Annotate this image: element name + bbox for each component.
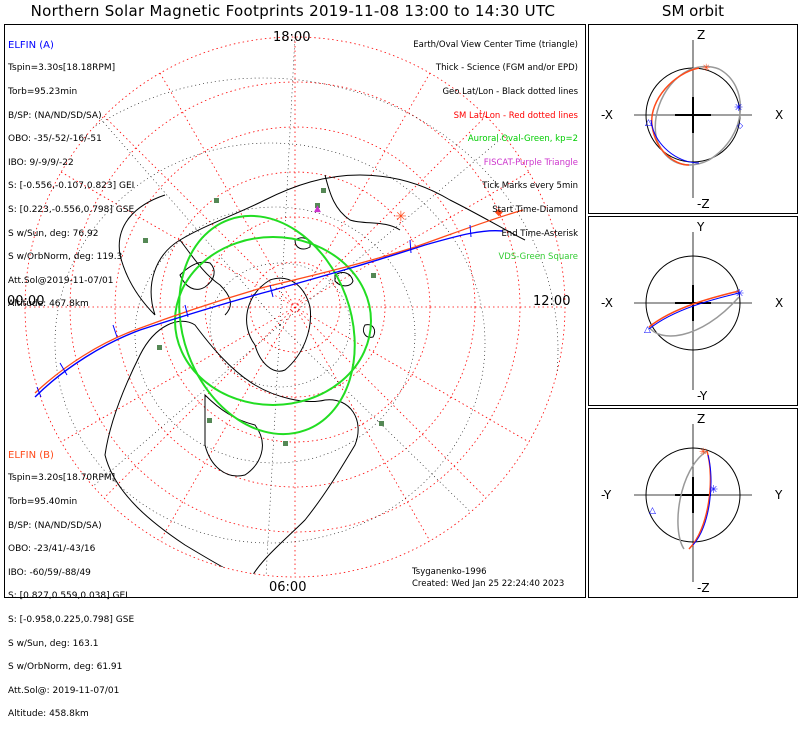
legend-item: Tick Marks every 5min [482, 181, 578, 192]
axis-top-label: Y [696, 220, 705, 234]
legend-item: VDS-Green Square [498, 252, 578, 263]
elfin-b-header: ELFIN (B) [8, 449, 54, 461]
elfin-a-line: S w/OrbNorm, deg: 119.3 [8, 252, 123, 263]
legend-item: Geo Lat/Lon - Black dotted lines [442, 86, 578, 97]
elfin-a-header: ELFIN (A) [8, 39, 54, 51]
legend-item: SM Lat/Lon - Red dotted lines [453, 110, 578, 121]
elfin-b-line: B/SP: (NA/ND/SD/SA) [8, 520, 102, 531]
axis-right-label: Y [774, 488, 783, 502]
svg-text:△: △ [644, 325, 651, 335]
elfin-a-line: B/SP: (NA/ND/SD/SA) [8, 110, 102, 121]
sm-longitude-spokes [25, 37, 565, 577]
elfin-b-line: Torb=95.40min [8, 496, 78, 507]
elfin-a-line: Torb=95.23min [8, 86, 78, 97]
elfin-b-line: S: [0.827,0.559,0.038] GEI [8, 591, 128, 602]
axis-bottom-label: -Y [697, 389, 708, 403]
elfin-a-line: IBO: 9/-9/9/-22 [8, 157, 74, 168]
track-ticks [36, 224, 472, 398]
elfin-b-line: Tspin=3.20s[18.70RPM] [8, 473, 116, 484]
axis-left-label: -Y [601, 488, 612, 502]
elfin-a-line: S: [-0.556,-0.107,0.823] GEI [8, 181, 135, 192]
svg-text:✳: ✳ [709, 483, 718, 496]
sm-orbit-panel-xz: ✳ ✳ △ ◇ Z -Z -X X [588, 24, 798, 214]
svg-text:✳: ✳ [734, 101, 743, 114]
elfin-b-track [34, 209, 524, 394]
elfin-a-line: S: [0.223,-0.556,0.798] GSE [8, 204, 135, 215]
axis-bottom-label: -Z [697, 581, 710, 595]
legend-item: Earth/Oval View Center Time (triangle) [413, 39, 578, 50]
auroral-oval [174, 214, 372, 436]
svg-text:✳: ✳ [699, 447, 707, 458]
sm-orbit-title: SM orbit [661, 2, 725, 20]
axis-top-label: Z [697, 412, 705, 426]
mlt-label-12: 12:00 [533, 294, 570, 309]
legend: Earth/Oval View Center Time (triangle) T… [413, 28, 578, 276]
elfin-a-line: Att.Sol@2019-11-07/01 [8, 275, 114, 286]
axis-right-label: X [775, 108, 783, 122]
svg-text:▲: ▲ [314, 204, 321, 214]
elfin-b-line: S: [-0.958,0.225,0.798] GSE [8, 614, 135, 625]
elfin-b-line: Att.Sol@: 2019-11-07/01 [8, 685, 120, 696]
mlt-label-18: 18:00 [273, 30, 310, 45]
elfin-b-line: S w/Sun, deg: 163.1 [8, 638, 99, 649]
svg-text:△: △ [645, 118, 652, 128]
elfin-a-info: ELFIN (A) Tspin=3.30s[18.18RPM] Torb=95.… [8, 28, 134, 323]
sm-orbit-panel-xy: ✳ △ Y -Y -X X [588, 216, 798, 406]
elfin-b-line: OBO: -23/41/-43/16 [8, 544, 96, 555]
axis-left-label: -X [601, 108, 613, 122]
sm-orbit-plot-yz: ✳ ✳ △ Z -Z -Y Y [601, 412, 783, 595]
axis-right-label: X [775, 296, 783, 310]
svg-text:✳: ✳ [702, 63, 710, 74]
mlt-label-06: 06:00 [269, 580, 306, 595]
polar-map-frame: ✳ ◆ ▲ 18:00 00:00 12:00 06:00 [4, 24, 586, 598]
plot-title: Northern Solar Magnetic Footprints 2019-… [30, 2, 556, 20]
polar-map: ✳ ◆ ▲ 18:00 00:00 12:00 06:00 [7, 30, 570, 595]
elfin-b-line: IBO: -60/59/-88/49 [8, 567, 91, 578]
axis-top-label: Z [697, 28, 705, 42]
elfin-b-info: ELFIN (B) Tspin=3.20s[18.70RPM] Torb=95.… [8, 438, 134, 733]
elfin-a-line: Altitude: 467.8km [8, 299, 89, 310]
svg-text:△: △ [649, 506, 656, 516]
legend-item: End Time-Asterisk [501, 228, 578, 239]
sm-orbit-plot-xy: ✳ △ Y -Y -X X [601, 220, 783, 403]
svg-text:✳: ✳ [735, 287, 744, 300]
vds-stations [143, 188, 384, 446]
elfin-b-line: S w/OrbNorm, deg: 61.91 [8, 662, 123, 673]
elfin-b-line: Altitude: 458.8km [8, 709, 89, 720]
legend-item: Auroral Oval-Green, kp=2 [467, 134, 578, 145]
svg-text:✳: ✳ [395, 209, 407, 225]
mlt-label-00: 00:00 [7, 294, 44, 309]
track-markers: ✳ ◆ ▲ [314, 204, 503, 225]
axis-left-label: -X [601, 296, 613, 310]
model-credit: Tsyganenko-1996 [412, 567, 487, 577]
svg-text:◇: ◇ [737, 121, 744, 130]
sm-orbit-panel-yz: ✳ ✳ △ Z -Z -Y Y [588, 408, 798, 598]
elfin-a-track [34, 229, 504, 398]
coastlines [104, 174, 526, 577]
legend-item: Start Time-Diamond [492, 204, 578, 215]
created-timestamp: Created: Wed Jan 25 22:24:40 2023 [412, 579, 565, 589]
legend-item: Thick - Science (FGM and/or EPD) [435, 63, 578, 74]
legend-item: FISCAT-Purple Triangle [483, 157, 578, 168]
axis-bottom-label: -Z [697, 197, 710, 211]
elfin-a-line: OBO: -35/-52/-16/-51 [8, 134, 102, 145]
elfin-a-line: S w/Sun, deg: 76.92 [8, 228, 99, 239]
svg-text:◆: ◆ [495, 207, 503, 218]
elfin-a-line: Tspin=3.30s[18.18RPM] [8, 63, 116, 74]
sm-orbit-plot-xz: ✳ ✳ △ ◇ Z -Z -X X [601, 28, 783, 211]
